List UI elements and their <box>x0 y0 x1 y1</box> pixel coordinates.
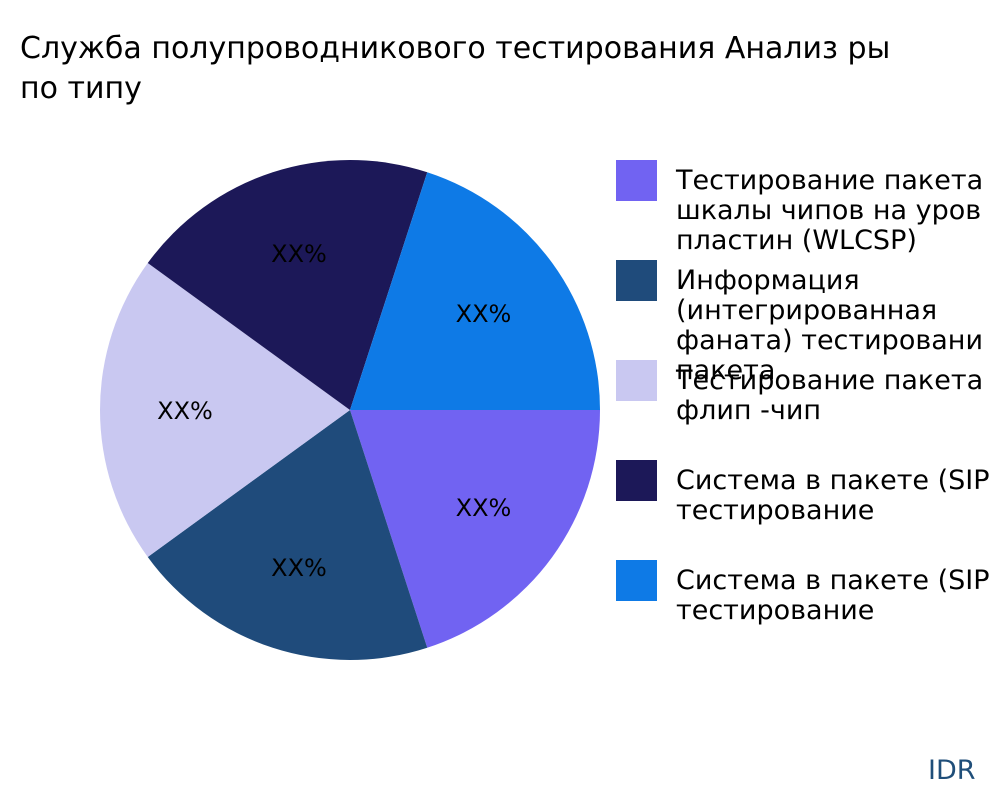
legend-label-line: Тестирование пакета <box>675 365 983 396</box>
watermark-logo: IDR <box>928 755 976 786</box>
pie-slice <box>350 172 600 410</box>
pie-slice <box>350 410 600 648</box>
pie-slices <box>100 160 600 660</box>
legend-swatch <box>616 360 657 401</box>
legend-label-line: тестирование <box>676 495 874 526</box>
pie-slice <box>100 263 350 557</box>
legend-label-line: Система в пакете (SIP <box>676 465 990 496</box>
legend-swatch <box>616 260 657 301</box>
slice-labels: XX% XX% XX% XX% XX% <box>157 240 511 582</box>
legend-label-line: пакета <box>676 355 775 386</box>
pie-slice <box>147 160 428 410</box>
legend-label-line: тестирование <box>676 595 874 626</box>
slice-percent-label: XX% <box>271 554 327 582</box>
chart-title-line: Служба полупроводникового тестирования А… <box>20 31 890 66</box>
slice-percent-label: XX% <box>157 397 213 425</box>
legend-label-line: Информация <box>676 265 860 296</box>
slice-percent-label: XX% <box>456 300 512 328</box>
slice-percent-label: XX% <box>456 494 512 522</box>
legend-swatch <box>616 460 657 501</box>
legend-swatch <box>616 560 657 601</box>
chart-title: Служба полупроводникового тестирования А… <box>20 31 890 106</box>
legend-swatch <box>616 160 657 201</box>
pie-slice <box>147 410 428 660</box>
chart-title-line: по типу <box>20 71 142 106</box>
legend-label-line: Система в пакете (SIP <box>676 565 990 596</box>
slice-percent-label: XX% <box>271 240 327 268</box>
legend-label-line: фаната) тестировани <box>676 325 983 356</box>
legend-label-line: Тестирование пакета <box>675 165 983 196</box>
legend-label-line: (интегрированная <box>676 295 937 326</box>
legend-label-line: флип -чип <box>676 395 821 426</box>
legend-label-line: шкалы чипов на уров <box>676 195 981 226</box>
legend-label-line: пластин (WLCSP) <box>676 225 917 256</box>
